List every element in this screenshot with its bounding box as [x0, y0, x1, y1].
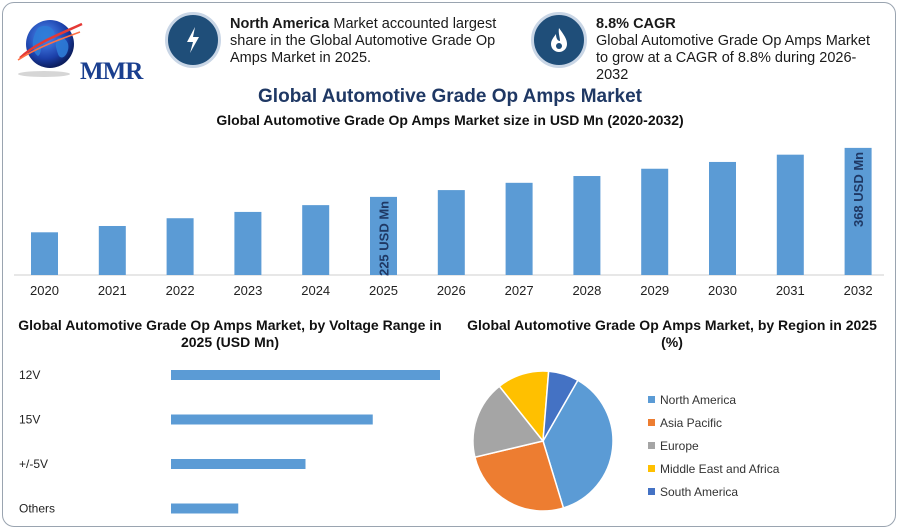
legend-label-3: Middle East and Africa: [660, 461, 780, 476]
tick-label-2022: 2022: [166, 283, 195, 298]
region-chart-title: Global Automotive Grade Op Amps Market, …: [467, 317, 877, 350]
region-legend: North America Asia Pacific Europe Middle Ea…: [648, 388, 779, 503]
tick-label-2023: 2023: [233, 283, 262, 298]
tick-label-2028: 2028: [572, 283, 601, 298]
legend-item-3: Middle East and Africa: [648, 457, 779, 480]
tick-label-2020: 2020: [30, 283, 59, 298]
tick-label-2031: 2031: [776, 283, 805, 298]
bar-2020: [31, 232, 58, 275]
pie-slice-0: [542, 379, 614, 509]
pie-slice-1: [473, 440, 565, 512]
legend-label-1: Asia Pacific: [660, 415, 723, 430]
legend-label-2: Europe: [660, 438, 699, 453]
legend-swatch-2: [648, 442, 655, 449]
tick-label-2024: 2024: [301, 283, 330, 298]
voltage-label-1: 15V: [19, 413, 40, 427]
legend-item-4: South America: [648, 480, 779, 503]
legend-item-0: North America: [648, 388, 779, 411]
bar-2030: [709, 161, 736, 275]
tick-label-2030: 2030: [708, 283, 737, 298]
data-label-2032: 368 USD Mn: [851, 152, 866, 227]
info-right-body: Global Automotive Grade Op Amps Market t…: [596, 33, 871, 83]
tick-label-2032: 2032: [844, 283, 873, 298]
info-left-bold: North America: [230, 16, 330, 32]
info-left-body: Market accounted largest share in the Gl…: [230, 16, 497, 66]
logo-text: MMR: [80, 58, 143, 85]
globe-icon: [17, 20, 83, 77]
legend-swatch-0: [648, 396, 655, 403]
bar-2027: [505, 182, 533, 275]
bar-2022: [166, 218, 194, 275]
bar-2031: [776, 154, 804, 275]
bar-2032: [844, 147, 872, 275]
tick-label-2021: 2021: [98, 283, 127, 298]
voltage-label-2: +/-5V: [19, 457, 48, 471]
main-chart-title: Global Automotive Grade Op Amps Market: [258, 86, 642, 107]
voltage-bar-3: [171, 503, 239, 514]
pie-slice-4: [542, 370, 579, 442]
voltage-chart-title: Global Automotive Grade Op Amps Market, …: [18, 317, 442, 350]
tick-label-2026: 2026: [437, 283, 466, 298]
voltage-label-0: 12V: [19, 368, 40, 382]
legend-item-2: Europe: [648, 434, 779, 457]
bar-2025: [370, 196, 397, 275]
data-label-2025: 225 USD Mn: [377, 201, 392, 276]
legend-swatch-3: [648, 465, 655, 472]
voltage-bar-0: [171, 370, 440, 380]
bar-2023: [234, 211, 262, 275]
growth-icon: [531, 12, 587, 68]
info-left-text: North America Market accounted largest s…: [230, 16, 510, 67]
bar-2029: [641, 168, 669, 275]
tick-label-2027: 2027: [505, 283, 534, 298]
bar-2021: [98, 225, 126, 275]
tick-label-2025: 2025: [369, 283, 398, 298]
legend-label-0: North America: [660, 392, 737, 407]
bar-2028: [573, 176, 601, 275]
pie-slice-2: [472, 385, 545, 459]
voltage-bar-1: [171, 414, 373, 425]
voltage-range-bar-chart: 12V 15V +/-5V Others: [19, 368, 440, 516]
mmr-logo: MMR: [14, 14, 143, 85]
bar-2026: [437, 190, 465, 275]
voltage-label-3: Others: [19, 502, 55, 516]
market-size-bar-chart: 2020 2021 2022 2023 2024 2025 225 USD Mn 2026 20…: [14, 147, 884, 298]
tick-label-2029: 2029: [640, 283, 669, 298]
info-right-bold: 8.8% CAGR: [596, 16, 676, 32]
region-pie-chart: [472, 370, 614, 512]
legend-swatch-4: [648, 488, 655, 495]
info-right-text: 8.8% CAGR Global Automotive Grade Op Amp…: [596, 16, 886, 84]
legend-label-4: South America: [660, 484, 739, 499]
bar-2024: [302, 205, 330, 275]
voltage-bar-2: [171, 459, 306, 469]
legend-swatch-1: [648, 419, 655, 426]
lightning-icon: [165, 12, 221, 68]
main-chart-subtitle: Global Automotive Grade Op Amps Market s…: [216, 112, 684, 128]
legend-item-1: Asia Pacific: [648, 411, 779, 434]
